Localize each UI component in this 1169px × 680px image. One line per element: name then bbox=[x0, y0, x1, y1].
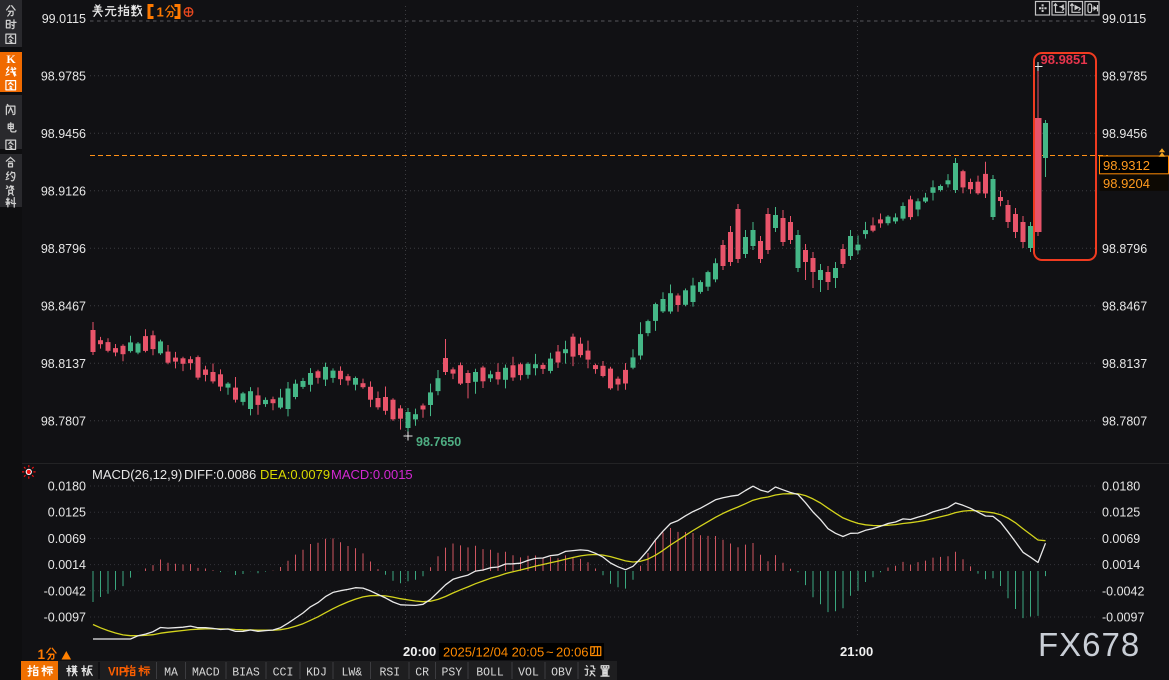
svg-text:98.9126: 98.9126 bbox=[41, 184, 86, 198]
svg-text:MA: MA bbox=[164, 667, 178, 680]
svg-text:-0.0042: -0.0042 bbox=[1102, 584, 1144, 598]
svg-text:98.9312: 98.9312 bbox=[1103, 158, 1150, 173]
svg-text:VIP: VIP bbox=[108, 667, 127, 679]
svg-text:MACD:0.0015: MACD:0.0015 bbox=[331, 467, 413, 482]
svg-text:99.0115: 99.0115 bbox=[42, 12, 86, 26]
svg-text:DEA:0.0079: DEA:0.0079 bbox=[260, 467, 330, 482]
svg-text:1: 1 bbox=[157, 5, 164, 20]
svg-text:PSY: PSY bbox=[441, 667, 462, 680]
svg-text:0.0180: 0.0180 bbox=[48, 480, 86, 494]
svg-text:98.8137: 98.8137 bbox=[41, 357, 86, 371]
svg-text:0.0180: 0.0180 bbox=[1102, 480, 1140, 494]
svg-text:OBV: OBV bbox=[551, 667, 572, 680]
svg-text:-0.0097: -0.0097 bbox=[44, 611, 86, 625]
svg-text:0.0014: 0.0014 bbox=[48, 558, 86, 572]
svg-text:2025/12/04 20:05: 2025/12/04 20:05 bbox=[443, 645, 544, 660]
svg-text:KDJ: KDJ bbox=[306, 667, 327, 680]
svg-text:99.0115: 99.0115 bbox=[1102, 12, 1146, 26]
svg-text:-0.0097: -0.0097 bbox=[1102, 611, 1144, 625]
svg-text:-0.0042: -0.0042 bbox=[44, 584, 86, 598]
svg-text:LW&: LW& bbox=[341, 667, 362, 680]
svg-text:98.8796: 98.8796 bbox=[41, 242, 86, 256]
svg-text:FX678: FX678 bbox=[1038, 626, 1140, 663]
svg-text:20:00: 20:00 bbox=[403, 644, 436, 659]
svg-text:VOL: VOL bbox=[518, 667, 539, 680]
svg-text:98.9851: 98.9851 bbox=[1041, 52, 1088, 67]
svg-text:20:06: 20:06 bbox=[556, 645, 589, 660]
svg-text:98.8137: 98.8137 bbox=[1102, 357, 1147, 371]
svg-text:0.0125: 0.0125 bbox=[48, 506, 86, 520]
svg-text:0.0069: 0.0069 bbox=[48, 532, 86, 546]
svg-text:98.9785: 98.9785 bbox=[41, 69, 86, 83]
svg-text:MACD: MACD bbox=[192, 667, 220, 680]
svg-text:98.8796: 98.8796 bbox=[1102, 242, 1147, 256]
svg-text:RSI: RSI bbox=[379, 667, 400, 680]
svg-text:1: 1 bbox=[38, 647, 46, 662]
svg-text:98.7807: 98.7807 bbox=[41, 414, 86, 428]
svg-text:K: K bbox=[6, 52, 16, 66]
svg-text:MACD(26,12,9): MACD(26,12,9) bbox=[92, 467, 182, 482]
svg-text:~: ~ bbox=[546, 645, 554, 660]
svg-text:BIAS: BIAS bbox=[232, 667, 260, 680]
svg-text:21:00: 21:00 bbox=[840, 644, 873, 659]
svg-text:0.0069: 0.0069 bbox=[1102, 532, 1140, 546]
svg-text:98.9456: 98.9456 bbox=[1102, 127, 1147, 141]
svg-text:98.8467: 98.8467 bbox=[1102, 299, 1147, 313]
svg-text:0.0125: 0.0125 bbox=[1102, 506, 1140, 520]
svg-text:CCI: CCI bbox=[273, 667, 294, 680]
svg-text:98.9456: 98.9456 bbox=[41, 127, 86, 141]
svg-text:CR: CR bbox=[415, 667, 429, 680]
svg-text:98.7650: 98.7650 bbox=[416, 435, 461, 449]
svg-text:98.8467: 98.8467 bbox=[41, 299, 86, 313]
svg-text:BOLL: BOLL bbox=[476, 667, 504, 680]
svg-text:0.0014: 0.0014 bbox=[1102, 558, 1140, 572]
svg-text:DIFF:0.0086: DIFF:0.0086 bbox=[184, 467, 256, 482]
svg-text:98.9204: 98.9204 bbox=[1103, 176, 1150, 191]
svg-text:98.9785: 98.9785 bbox=[1102, 69, 1147, 83]
svg-text:98.7807: 98.7807 bbox=[1102, 414, 1147, 428]
